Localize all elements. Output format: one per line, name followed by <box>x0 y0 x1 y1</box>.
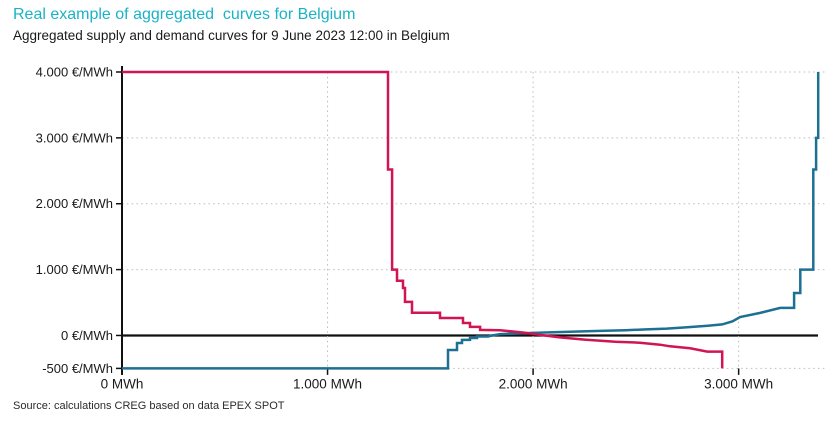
x-tick-label: 0 MWh <box>101 376 144 391</box>
demand-curve <box>122 70 724 369</box>
x-tick-label: 3.000 MWh <box>704 376 773 391</box>
source-note: Source: calculations CREG based on data … <box>13 400 285 412</box>
x-tick-label: 2.000 MWh <box>499 376 568 391</box>
chart-subtitle: Aggregated supply and demand curves for … <box>13 28 450 43</box>
y-tick-label: 2.000 €/MWh <box>36 196 113 211</box>
chart-title: Real example of aggregated curves for Be… <box>13 6 356 23</box>
y-tick-label: 1.000 €/MWh <box>36 262 113 277</box>
y-tick-label: 3.000 €/MWh <box>36 130 113 145</box>
x-tick-label: 1.000 MWh <box>293 376 362 391</box>
supply-curve <box>122 72 820 370</box>
y-tick-label: -500 €/MWh <box>42 361 113 376</box>
y-tick-label: 4.000 €/MWh <box>36 65 113 80</box>
y-tick-label: 0 €/MWh <box>61 328 113 343</box>
